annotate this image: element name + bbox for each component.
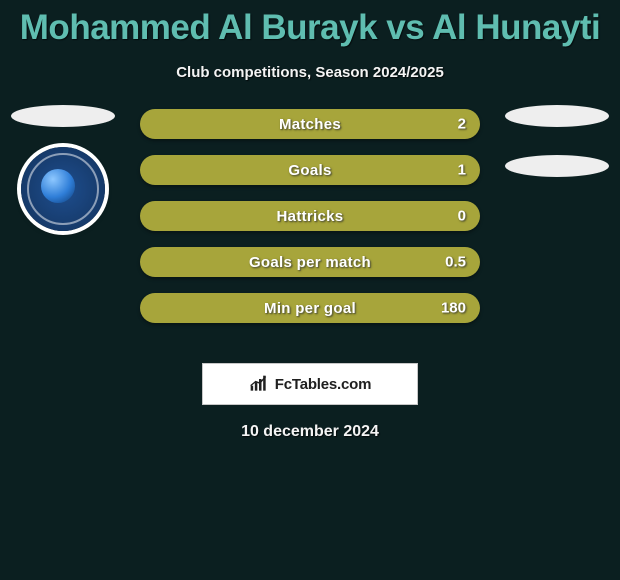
- stat-row: Min per goal 180: [140, 293, 480, 323]
- stat-label: Goals: [288, 162, 331, 179]
- right-placeholder-oval-2: [505, 155, 609, 177]
- left-column: [8, 105, 118, 231]
- left-placeholder-oval: [11, 105, 115, 127]
- bar-chart-icon: [249, 374, 269, 394]
- stat-row: Goals 1: [140, 155, 480, 185]
- footer-logo-text: FcTables.com: [275, 376, 372, 393]
- stat-bars: Matches 2 Goals 1 Hattricks 0 Goals per …: [140, 109, 480, 339]
- stat-label: Matches: [279, 116, 341, 133]
- stat-label: Min per goal: [264, 300, 356, 317]
- stat-value-right: 0.5: [445, 254, 466, 271]
- date-text: 10 december 2024: [0, 423, 620, 441]
- stat-label: Goals per match: [249, 254, 371, 271]
- subtitle: Club competitions, Season 2024/2025: [0, 64, 620, 81]
- footer-attribution: FcTables.com: [202, 363, 418, 405]
- stat-value-right: 2: [458, 116, 466, 133]
- stat-value-right: 180: [441, 300, 466, 317]
- stat-row: Hattricks 0: [140, 201, 480, 231]
- right-placeholder-oval-1: [505, 105, 609, 127]
- stat-value-right: 1: [458, 162, 466, 179]
- football-icon: [41, 169, 75, 203]
- title-wrap: Mohammed Al Burayk vs Al Hunayti: [0, 0, 620, 52]
- page-title: Mohammed Al Burayk vs Al Hunayti: [10, 8, 610, 48]
- stat-value-right: 0: [458, 208, 466, 225]
- right-column: [502, 105, 612, 177]
- stat-row: Matches 2: [140, 109, 480, 139]
- stat-row: Goals per match 0.5: [140, 247, 480, 277]
- club-badge-icon: [21, 147, 105, 231]
- stat-label: Hattricks: [277, 208, 344, 225]
- content-area: Matches 2 Goals 1 Hattricks 0 Goals per …: [0, 109, 620, 349]
